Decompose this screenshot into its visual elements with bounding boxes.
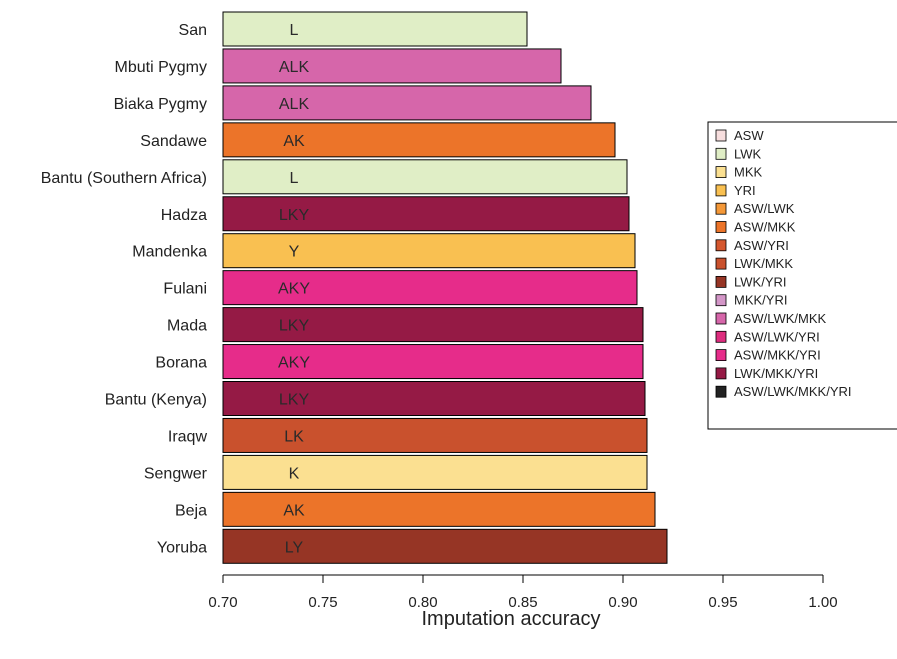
legend-swatch-14 — [715, 385, 727, 398]
bar-label-7: AKY — [278, 281, 310, 298]
category-label-7: Fulani — [163, 281, 207, 298]
category-label-10: Bantu (Kenya) — [105, 392, 207, 409]
bar-1 — [222, 48, 562, 84]
category-label-8: Mada — [167, 318, 207, 335]
bar-3 — [222, 122, 616, 158]
x-tick-label-4: 0.90 — [608, 594, 637, 611]
bar-8 — [222, 307, 644, 343]
x-tick-label-1: 0.75 — [308, 594, 337, 611]
category-label-5: Hadza — [161, 207, 207, 224]
legend-swatch-10 — [715, 312, 727, 325]
category-label-4: Bantu (Southern Africa) — [41, 170, 207, 187]
category-label-14: Yoruba — [157, 539, 207, 556]
legend-swatch-0 — [715, 129, 727, 142]
bar-0 — [222, 11, 528, 47]
legend-swatch-2 — [715, 166, 727, 179]
legend-label-3: YRI — [734, 183, 756, 198]
legend-label-9: MKK/YRI — [734, 293, 787, 308]
legend-label-0: ASW — [734, 128, 764, 143]
legend-label-1: LWK — [734, 146, 762, 161]
legend-label-11: ASW/LWK/YRI — [734, 329, 820, 344]
legend-swatch-13 — [715, 367, 727, 380]
legend-swatch-6 — [715, 239, 727, 252]
legend-swatch-9 — [715, 294, 727, 307]
bar-label-14: LY — [285, 539, 304, 556]
bar-label-4: L — [290, 170, 299, 187]
bar-label-13: AK — [283, 502, 305, 519]
legend-swatch-1 — [715, 147, 727, 160]
bar-label-8: LKY — [279, 318, 310, 335]
category-label-2: Biaka Pygmy — [114, 96, 207, 113]
bar-4 — [222, 159, 628, 195]
category-label-1: Mbuti Pygmy — [115, 59, 207, 76]
bar-11 — [222, 417, 648, 453]
category-label-13: Beja — [175, 502, 207, 519]
category-label-11: Iraqw — [168, 428, 208, 445]
x-axis: 0.70 0.75 0.80 0.85 0.90 0.95 1.00 — [208, 574, 838, 611]
x-tick-label-3: 0.85 — [508, 594, 537, 611]
category-label-0: San — [179, 22, 207, 39]
legend-label-10: ASW/LWK/MKK — [734, 311, 827, 326]
legend-box — [707, 121, 897, 430]
bar-10 — [222, 381, 646, 416]
legend-label-7: LWK/MKK — [734, 256, 793, 271]
category-label-3: Sandawe — [140, 133, 207, 150]
legend-swatch-8 — [715, 275, 727, 288]
x-axis-title: Imputation accuracy — [422, 608, 601, 630]
x-tick-label-2: 0.80 — [408, 594, 437, 611]
legend-label-4: ASW/LWK — [734, 201, 795, 216]
bar-9 — [222, 344, 644, 380]
bar-label-0: L — [290, 22, 299, 39]
bar-label-5: LKY — [279, 207, 310, 224]
legend-label-6: ASW/YRI — [734, 238, 789, 253]
category-label-12: Sengwer — [144, 465, 208, 482]
bar-label-12: K — [289, 465, 300, 482]
legend-swatch-3 — [715, 184, 727, 197]
bar-2 — [222, 85, 592, 121]
bar-7 — [222, 270, 638, 306]
legend-swatch-11 — [715, 330, 727, 343]
bar-label-9: AKY — [278, 355, 310, 372]
bar-5 — [222, 196, 630, 232]
bars-group: L San ALK Mbuti Pygmy ALK Biaka Pygmy AK Sandaw… — [41, 11, 668, 564]
bar-12 — [222, 454, 648, 490]
x-tick-label-6: 1.00 — [808, 594, 837, 611]
legend-label-13: LWK/MKK/YRI — [734, 366, 818, 381]
legend-label-5: ASW/MKK — [734, 220, 796, 235]
bar-14 — [222, 528, 668, 564]
x-tick-label-0: 0.70 — [208, 594, 237, 611]
x-tick-label-5: 0.95 — [708, 594, 737, 611]
bar-label-6: Y — [289, 244, 300, 261]
bar-13 — [222, 491, 656, 527]
legend: ASW LWK MKK YRI ASW/LWK ASW/MKK ASW/YRI LWK/MKK… — [707, 121, 897, 430]
legend-swatch-5 — [715, 221, 727, 233]
category-label-6: Mandenka — [132, 244, 207, 261]
legend-swatch-4 — [715, 202, 727, 215]
legend-label-12: ASW/MKK/YRI — [734, 348, 821, 363]
bar-label-1: ALK — [279, 59, 310, 76]
bar-label-11: LK — [284, 428, 304, 445]
category-label-9: Borana — [155, 355, 207, 372]
bar-label-3: AK — [283, 133, 305, 150]
legend-swatch-12 — [715, 349, 727, 362]
legend-swatch-7 — [715, 257, 727, 270]
legend-label-14: ASW/LWK/MKK/YRI — [734, 384, 852, 399]
legend-label-8: LWK/YRI — [734, 274, 787, 289]
bar-6 — [222, 233, 636, 269]
bar-label-10: LKY — [279, 392, 310, 409]
bar-label-2: ALK — [279, 96, 310, 113]
legend-label-2: MKK — [734, 165, 763, 180]
